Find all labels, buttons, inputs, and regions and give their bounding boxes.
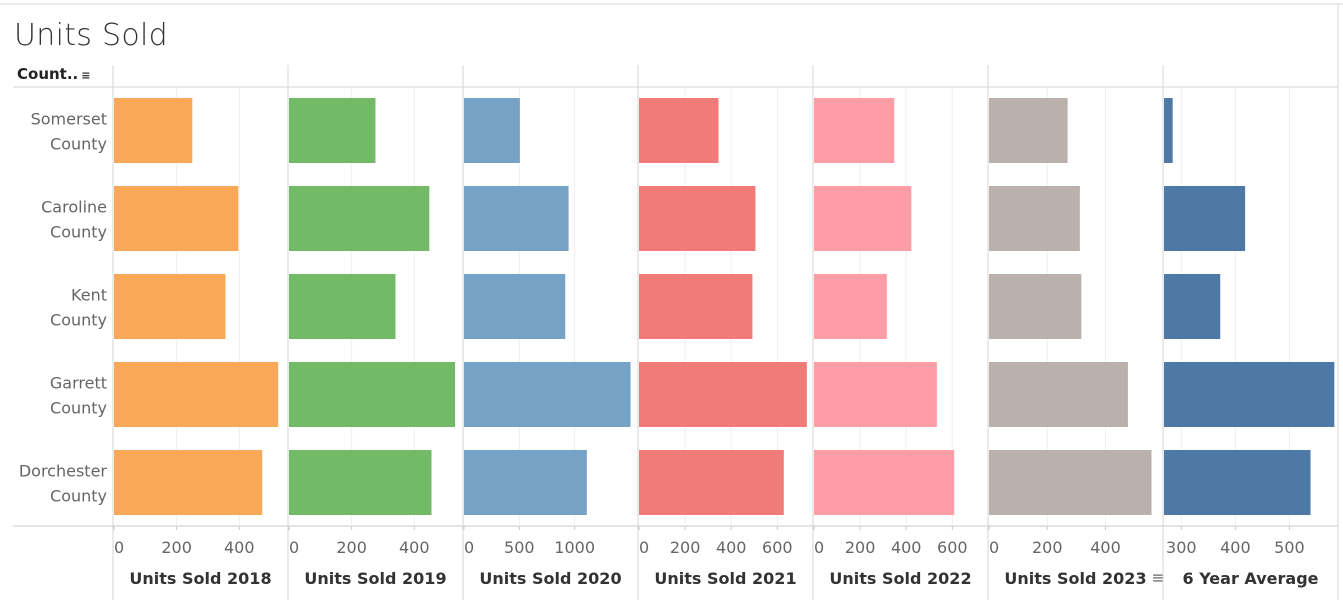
bar xyxy=(1164,362,1335,427)
tick-label: 200 xyxy=(161,538,192,557)
bar xyxy=(989,274,1082,339)
bar xyxy=(814,274,887,339)
row-label: Somerset County xyxy=(31,110,107,154)
bar xyxy=(639,98,719,163)
tick-label: 0 xyxy=(639,538,649,557)
tick-label: 400 xyxy=(1090,538,1121,557)
bar xyxy=(114,186,239,251)
tick-label: 200 xyxy=(670,538,701,557)
bar xyxy=(814,362,937,427)
axis-title: Units Sold 2021 xyxy=(654,569,796,588)
bar xyxy=(639,186,756,251)
bar xyxy=(1164,450,1311,515)
bar xyxy=(814,186,912,251)
axis-title: Units Sold 2019 xyxy=(304,569,446,588)
bar xyxy=(639,274,753,339)
bar xyxy=(1164,274,1221,339)
bar xyxy=(989,186,1080,251)
bar xyxy=(289,186,430,251)
tick-label: 0 xyxy=(464,538,474,557)
row-label-line: County xyxy=(50,399,107,418)
tick-label: 400 xyxy=(1220,538,1251,557)
bar xyxy=(464,186,569,251)
tick-label: 200 xyxy=(336,538,367,557)
row-label-line: County xyxy=(50,311,107,330)
tick-label: 1000 xyxy=(554,538,595,557)
tick-label: 500 xyxy=(1274,538,1305,557)
tick-label: 300 xyxy=(1166,538,1197,557)
bar xyxy=(639,450,784,515)
bar xyxy=(464,450,587,515)
bar xyxy=(989,98,1068,163)
axis-title: Units Sold 2022 xyxy=(829,569,971,588)
bar xyxy=(114,362,279,427)
sort-icon[interactable]: ≡ xyxy=(81,69,91,82)
tick-label: 400 xyxy=(891,538,922,557)
tick-label: 600 xyxy=(937,538,968,557)
tick-label: 400 xyxy=(399,538,430,557)
axis-title: Units Sold 2020 xyxy=(479,569,621,588)
bar xyxy=(464,98,520,163)
bar xyxy=(289,362,455,427)
tick-label: 200 xyxy=(1032,538,1063,557)
bar xyxy=(1164,98,1173,163)
row-label-line: County xyxy=(50,135,107,154)
row-header-label: Count.. xyxy=(17,65,79,83)
row-label: Caroline County xyxy=(41,198,107,242)
row-label-line: County xyxy=(50,487,107,506)
bar xyxy=(814,98,895,163)
bar xyxy=(289,98,376,163)
row-header[interactable]: Count.. ≡ xyxy=(17,65,90,83)
tick-label: 600 xyxy=(762,538,793,557)
bar xyxy=(639,362,807,427)
bar xyxy=(1164,186,1246,251)
tick-label: 200 xyxy=(845,538,876,557)
bar xyxy=(114,98,193,163)
row-label-line: Garrett xyxy=(50,374,107,393)
row-label-line: Caroline xyxy=(41,198,107,217)
axis-title: 6 Year Average xyxy=(1182,569,1318,588)
row-label: Kent County xyxy=(50,286,107,330)
row-label-line: Somerset xyxy=(31,110,107,129)
bar xyxy=(114,274,226,339)
sort-icon[interactable]: ≡ xyxy=(1152,568,1165,587)
row-label-line: Dorchester xyxy=(19,462,108,481)
bar xyxy=(289,450,432,515)
tick-label: 500 xyxy=(504,538,535,557)
bar xyxy=(114,450,263,515)
bar xyxy=(464,274,566,339)
row-label-line: Kent xyxy=(71,286,107,305)
bar xyxy=(814,450,955,515)
axis-title: Units Sold 2023 xyxy=(1004,569,1146,588)
tick-label: 400 xyxy=(716,538,747,557)
row-label: Dorchester County xyxy=(19,462,108,506)
axis-title: Units Sold 2018 xyxy=(129,569,271,588)
row-label: Garrett County xyxy=(50,374,107,418)
row-label-line: County xyxy=(50,223,107,242)
tick-label: 0 xyxy=(114,538,124,557)
bar xyxy=(464,362,631,427)
tick-label: 400 xyxy=(224,538,255,557)
chart-title: Units Sold xyxy=(14,18,169,53)
bar xyxy=(989,450,1152,515)
bar xyxy=(989,362,1128,427)
bar xyxy=(289,274,396,339)
tick-label: 0 xyxy=(814,538,824,557)
tick-label: 0 xyxy=(289,538,299,557)
tick-label: 0 xyxy=(989,538,999,557)
